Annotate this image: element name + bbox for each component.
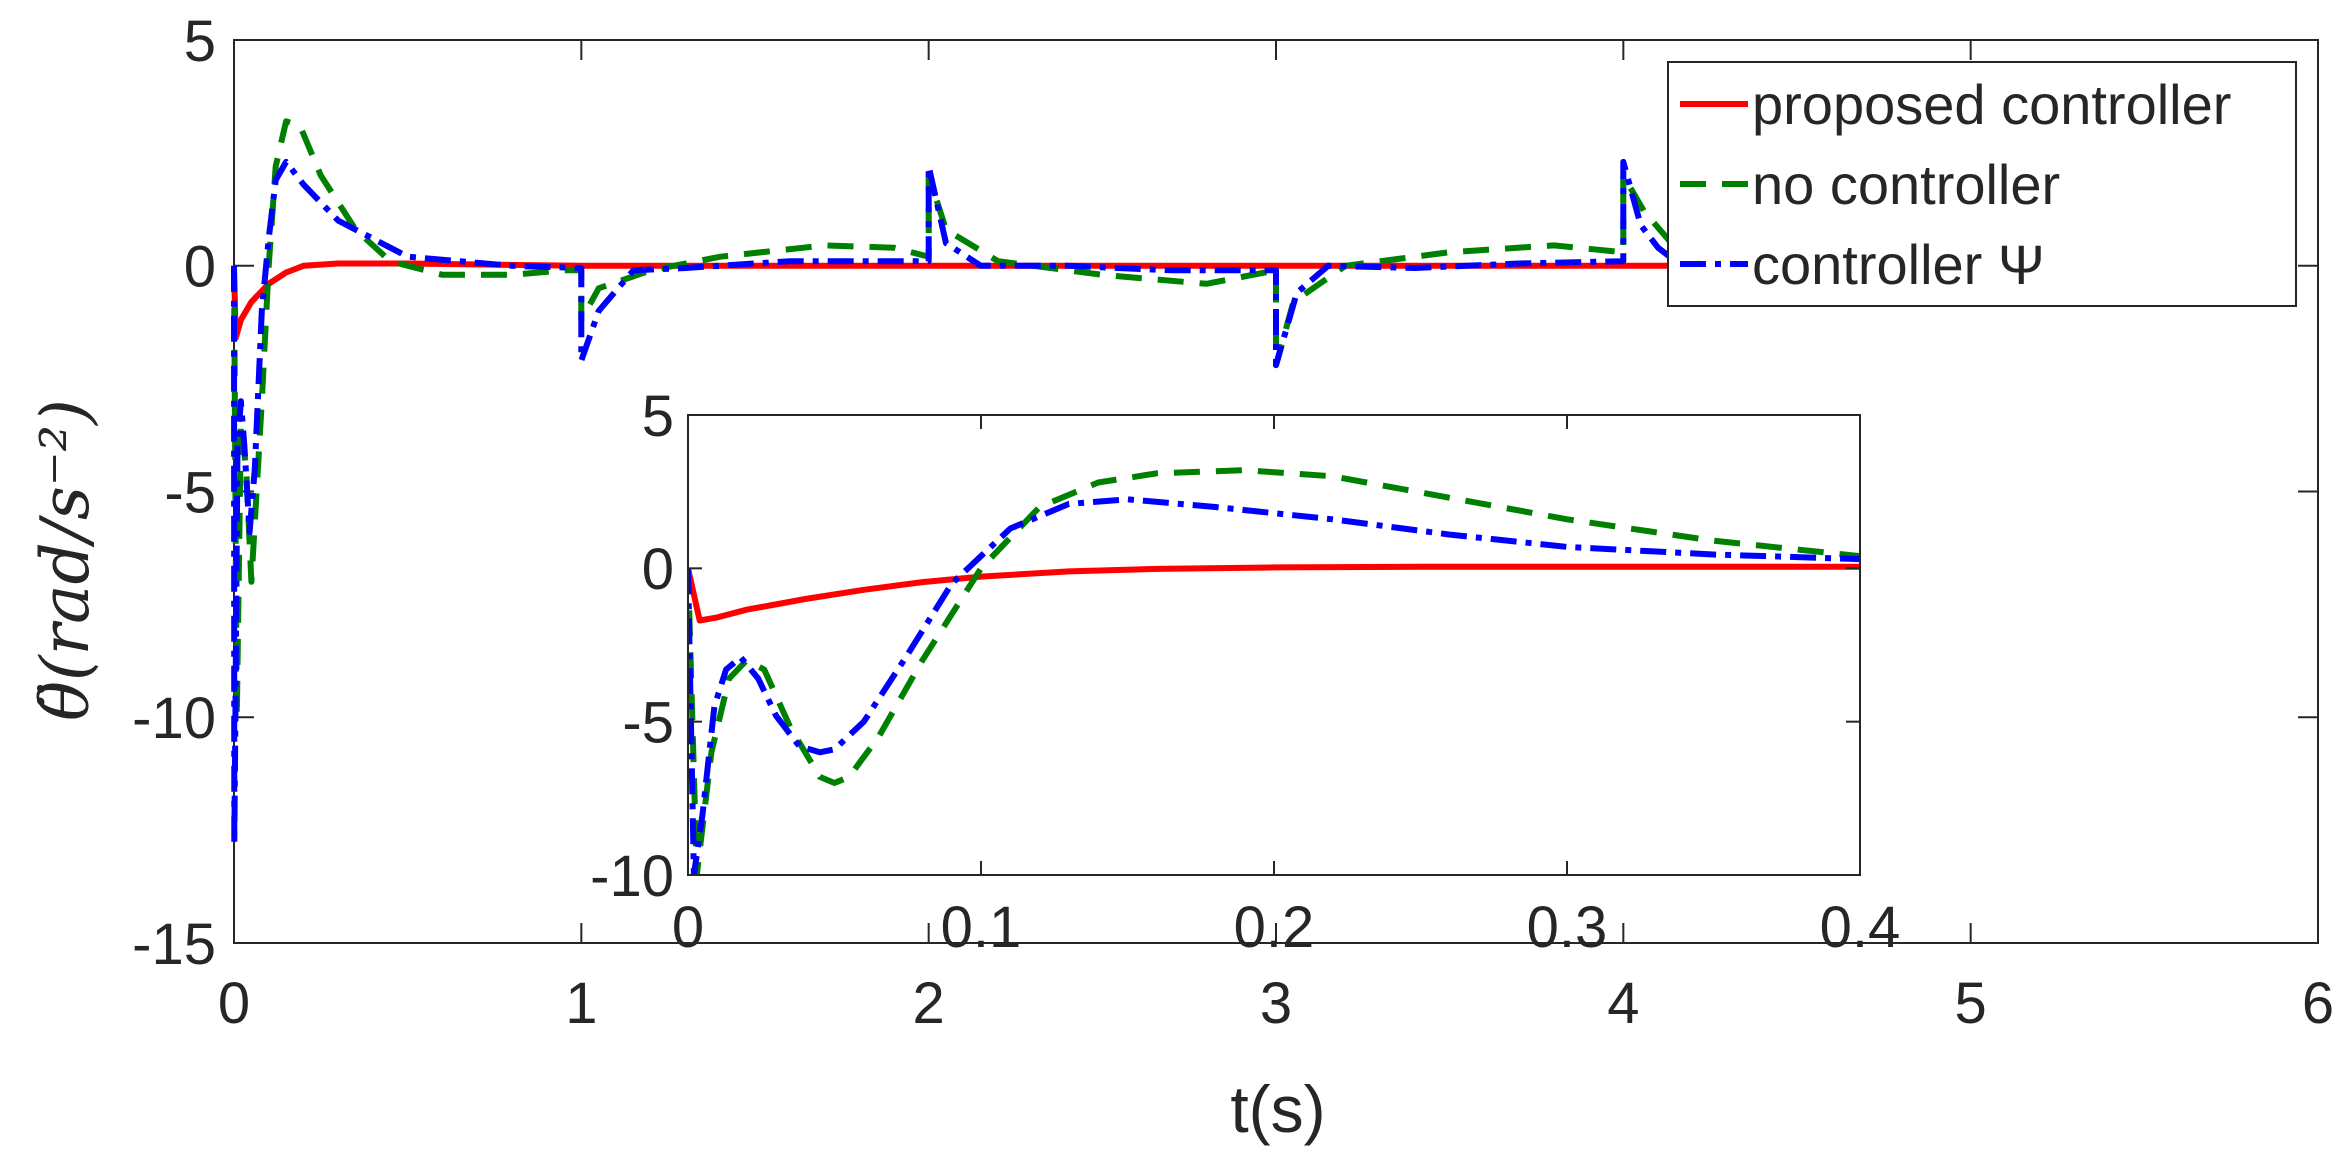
main-ytick-label: -5 [164, 460, 216, 525]
svg-text:θ̈(rad/s⁻²): θ̈(rad/s⁻²) [27, 399, 104, 721]
legend-label-proposed-controller: proposed controller [1752, 73, 2231, 136]
legend: proposed controller no controller contro… [1667, 61, 2297, 307]
inset-plot-area [688, 415, 1860, 875]
main-tick-labels: 0 1 2 3 4 5 6 -15 -10 -5 0 5 [132, 9, 2334, 1036]
main-xtick-label: 5 [1955, 971, 1987, 1036]
main-xtick-label: 4 [1607, 971, 1639, 1036]
inset-series-controller [688, 496, 1860, 875]
main-xtick-label: 6 [2302, 971, 2334, 1036]
inset-series-group [688, 467, 1860, 875]
main-xtick-label: 3 [1260, 971, 1292, 1036]
inset-tick-labels: 0 0.1 0.2 0.3 0.4 -10 -5 0 5 [590, 384, 1900, 960]
inset-ytick-label: -10 [590, 844, 674, 909]
inset-series-no-controller [688, 467, 1860, 875]
inset-xtick-label: 0 [672, 895, 704, 960]
main-series-group [231, 118, 1763, 847]
inset-ytick-label: -5 [622, 691, 674, 756]
inset-series-proposed-controller [688, 563, 1860, 624]
inset-xtick-label: 0.1 [941, 895, 1022, 960]
x-axis-label: t(s) [1230, 1072, 1325, 1146]
legend-label-no-controller: no controller [1752, 153, 2060, 216]
inset-xtick-label: 0.4 [1820, 895, 1901, 960]
inset-xtick-label: 0.3 [1527, 895, 1608, 960]
main-xtick-label: 1 [565, 971, 597, 1036]
main-series-controller [231, 158, 1678, 847]
main-ytick-label: -15 [132, 912, 216, 977]
main-xtick-label: 0 [218, 971, 250, 1036]
main-ytick-label: 5 [184, 9, 216, 74]
inset-ytick-label: 5 [642, 384, 674, 449]
main-xtick-label: 2 [913, 971, 945, 1036]
inset-axes [687, 414, 1861, 876]
inset-ytick-label: 0 [642, 537, 674, 602]
legend-label-controller-psi: controller Ψ [1752, 233, 2045, 296]
inset-xtick-label: 0.2 [1234, 895, 1315, 960]
main-ytick-label: -10 [132, 686, 216, 751]
main-ytick-label: 0 [184, 235, 216, 300]
legend-box [1667, 61, 2297, 307]
inset-background [688, 415, 1860, 875]
y-axis-label: θ̈(rad/s⁻²) [27, 399, 104, 721]
main-series-proposed-controller [231, 260, 1763, 341]
